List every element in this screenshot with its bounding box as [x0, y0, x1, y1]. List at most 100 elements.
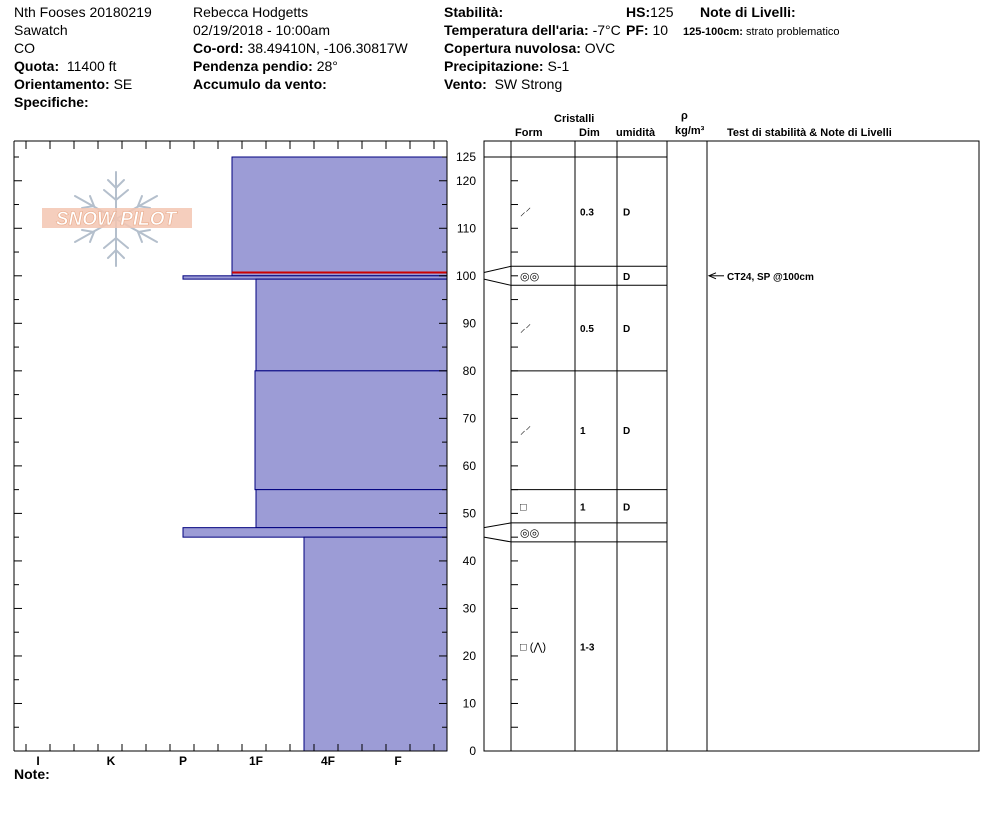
layer-moisture: D	[623, 426, 630, 437]
height-tick-label: 70	[463, 411, 477, 425]
precip-value: S-1	[547, 58, 570, 74]
stability-arrow-head	[707, 272, 717, 280]
height-tick-label: 80	[463, 364, 477, 378]
layer-moisture: D	[623, 208, 630, 219]
form-header: Form	[515, 127, 543, 139]
elevation-value: 11400 ft	[66, 58, 117, 74]
hardness-bar	[255, 278, 448, 372]
wind: Vento: SW Strong	[444, 76, 562, 93]
wind-label: Vento:	[444, 76, 487, 92]
layer-connector	[483, 278, 512, 286]
aspect: Orientamento: SE	[14, 76, 132, 93]
density-symbol: ρ	[681, 110, 688, 122]
snowpilot-logo: SNOW PILOT	[42, 171, 192, 267]
observer: Rebecca Hodgetts	[193, 4, 309, 20]
date-time: 02/19/2018 - 10:00am	[193, 22, 330, 38]
foot-penetration: PF: 10	[626, 22, 668, 39]
layer-form: □ (⋀)	[520, 641, 546, 653]
hardness-label: P	[179, 754, 187, 768]
hardness-bar	[255, 489, 448, 529]
wind-value: SW Strong	[494, 76, 563, 92]
pf-label: PF:	[626, 22, 649, 38]
height-tick-label: 110	[457, 221, 476, 235]
hardness-label: K	[107, 754, 116, 768]
precip-label: Precipitazione:	[444, 58, 544, 74]
layer-moisture: D	[623, 272, 630, 283]
layer-form: ◎◎	[520, 527, 539, 539]
aspect-label: Orientamento:	[14, 76, 110, 92]
air-temp: Temperatura dell'aria: -7°C	[444, 22, 621, 39]
coordinates: Co-ord: 38.49410N, -106.30817W	[193, 40, 408, 57]
height-tick-label: 30	[463, 601, 477, 615]
state-name: CO	[14, 40, 35, 56]
hardness-bar	[254, 370, 448, 491]
height-tick-label: 0	[469, 744, 476, 758]
layer-form: □	[520, 501, 527, 513]
wind-loading-label: Accumulo da vento:	[193, 76, 327, 92]
layer-connector	[483, 536, 512, 543]
slope-label: Pendenza pendio:	[193, 58, 313, 74]
pf-value: 10	[652, 22, 669, 38]
hardness-label: F	[394, 754, 401, 768]
cloud-value: OVC	[584, 40, 616, 56]
hs-value: 125	[650, 4, 674, 20]
hardness-label: I	[36, 754, 39, 768]
height-tick-label: 50	[463, 506, 477, 520]
height-tick-label: 60	[463, 459, 477, 473]
layer-form: ◎◎	[520, 271, 539, 283]
height-tick-label: 120	[456, 174, 476, 188]
hardness-label: 4F	[321, 754, 335, 768]
layer-dim: 1-3	[580, 642, 595, 653]
range-name: Sawatch	[14, 22, 68, 38]
layer-moisture: D	[623, 502, 630, 513]
stability-tests-header: Test di stabilità & Note di Livelli	[727, 127, 892, 139]
layer-dim: 0.3	[580, 208, 594, 219]
height-tick-label: 20	[463, 649, 477, 663]
crystals-header: Cristalli	[554, 113, 595, 125]
height-tick-label: 100	[456, 269, 476, 283]
notes-label: Note:	[14, 766, 50, 782]
specifics-label: Specifiche:	[14, 94, 89, 110]
layer-dim: 1	[580, 502, 586, 513]
stability-test-label: CT24, SP @100cm	[727, 272, 814, 283]
hardness-bar	[182, 527, 448, 538]
dim-header: Dim	[579, 127, 600, 139]
layer-moisture: D	[623, 324, 630, 335]
snow-height: HS:125	[626, 4, 673, 21]
height-tick-label: 10	[463, 696, 477, 710]
layer-connector	[483, 522, 512, 529]
layer-dim: 1	[580, 426, 586, 437]
aspect-value: SE	[113, 76, 133, 92]
height-tick-label: 125	[456, 150, 476, 164]
hardness-layers	[182, 156, 448, 752]
air-temp-label: Temperatura dell'aria:	[444, 22, 589, 38]
layer-form: ⸝⸍	[520, 425, 531, 437]
air-temp-value: -7°C	[592, 22, 621, 38]
slope-value: 28°	[316, 58, 338, 74]
precipitation: Precipitazione: S-1	[444, 58, 569, 75]
elevation-label: Quota:	[14, 58, 60, 74]
cloud-label: Copertura nuvolosa:	[444, 40, 581, 56]
coord-label: Co-ord:	[193, 40, 244, 56]
cloud-cover: Copertura nuvolosa: OVC	[444, 40, 615, 57]
site-name: Nth Fooses 20180219	[14, 4, 152, 20]
layer-form: ⸝⸍	[520, 207, 531, 219]
hardness-bar	[303, 536, 448, 752]
logo-banner	[42, 208, 192, 228]
layer-table: ⸝⸍ 0.3 D ◎◎ D ⸝⸍ 0.5 D ⸝⸍ 1 D □ 1 D ◎◎ □ (⋀) 1-3 CT24, SP…	[483, 140, 980, 752]
hs-label: HS:	[626, 4, 651, 20]
coord-value: 38.49410N, -106.30817W	[247, 40, 408, 56]
layer-connector	[483, 265, 512, 273]
layer-note-range: 125-100cm:	[683, 26, 743, 38]
moisture-header: umidità	[616, 127, 656, 139]
height-tick-label: 40	[463, 554, 477, 568]
density-unit: kg/m³	[675, 125, 705, 137]
table-frame	[483, 140, 980, 752]
layer-note-text: strato problematico	[746, 26, 840, 38]
slope-angle: Pendenza pendio: 28°	[193, 58, 338, 75]
chart-axes: 0 10 20 30 40 50 60 70 80 90 100 110 120 125 I K P 1F 4F F	[13, 140, 518, 768]
layer-notes-title: Note di Livelli:	[700, 4, 796, 20]
logo-text: SNOW PILOT	[56, 209, 178, 230]
layer-dim: 0.5	[580, 324, 594, 335]
